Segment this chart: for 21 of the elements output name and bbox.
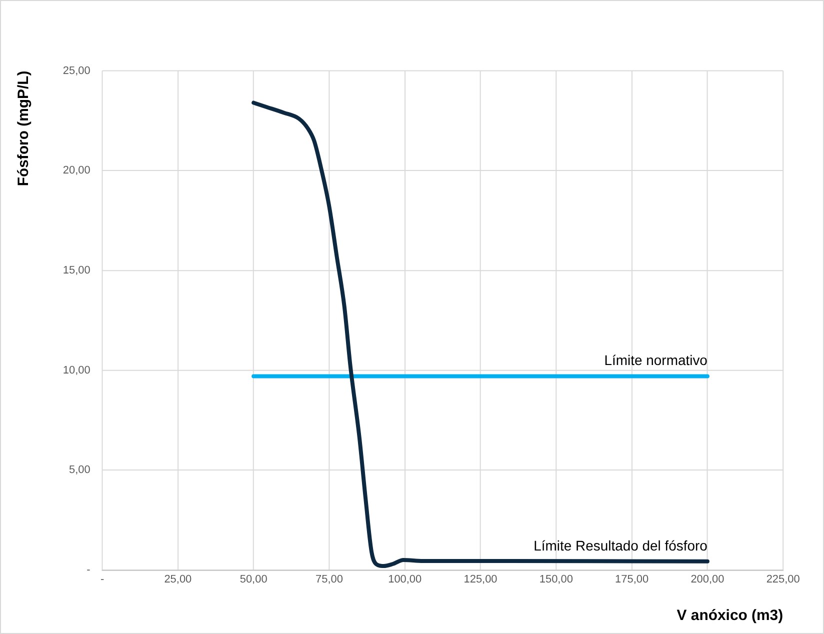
x-tick-label: 100,00 [388,574,422,586]
x-tick-label: 225,00 [766,574,800,586]
x-tick-label: 175,00 [615,574,649,586]
x-tick-label: 150,00 [539,574,573,586]
y-tick-label: 25,00 [62,64,90,77]
series-label: Límite Resultado del fósforo [534,537,708,554]
x-tick-label: 50,00 [240,574,268,586]
y-axis-title: Fósforo (mgP/L) [15,70,32,186]
y-tick-label: 15,00 [62,264,90,276]
line-series [252,100,710,568]
y-tick-label: - [86,564,91,576]
x-tick-label: 200,00 [690,574,724,586]
series-label: Límite normativo [604,352,708,368]
x-axis-title: V anóxico (m3) [676,607,784,624]
x-tick-label: 25,00 [164,574,192,586]
x-tick-label: 75,00 [316,574,343,586]
y-tick-label: 10,00 [62,364,90,376]
y-tick-label: 20,00 [62,164,90,177]
x-tick-label: 125,00 [464,574,498,586]
y-tick-label: 5,00 [68,464,90,476]
x-tick-label: - [100,574,104,586]
